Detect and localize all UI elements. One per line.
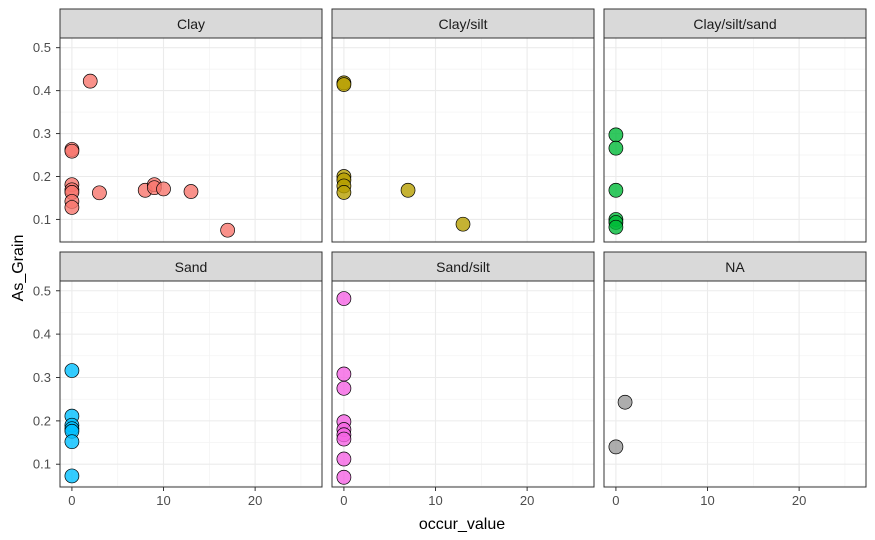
y-tick-label: 0.5 <box>33 283 51 298</box>
panel-border <box>603 37 867 243</box>
y-tick-label: 0.3 <box>33 370 51 385</box>
y-tick-label: 0.3 <box>33 126 51 141</box>
facet-panel-clay: Clay <box>59 8 323 243</box>
x-tick-label: 20 <box>248 493 262 508</box>
panel-background <box>604 38 866 242</box>
facet-strip <box>331 8 595 39</box>
data-point <box>400 182 416 198</box>
data-point <box>82 73 98 89</box>
x-tick-label: 10 <box>156 493 170 508</box>
facet-strip <box>603 251 867 282</box>
x-tick-label: 10 <box>428 493 442 508</box>
facet-strip-label: Sand/silt <box>436 259 490 275</box>
data-point <box>608 439 624 455</box>
x-axis-title: occur_value <box>419 516 505 533</box>
data-point <box>608 219 624 235</box>
data-point <box>64 468 80 484</box>
panel-background <box>332 281 594 487</box>
data-point <box>156 181 171 197</box>
data-point <box>64 200 80 215</box>
data-point <box>336 451 352 467</box>
y-tick-label: 0.1 <box>33 212 51 227</box>
data-point <box>336 469 352 485</box>
facet-strip-label: Clay/silt <box>438 16 487 32</box>
facet-strip <box>59 251 323 282</box>
panel-background <box>60 38 322 242</box>
data-point <box>220 222 235 238</box>
data-point <box>455 216 471 232</box>
data-point <box>608 140 624 156</box>
data-point <box>336 380 352 396</box>
data-point <box>183 184 199 199</box>
y-tick-label: 0.4 <box>33 327 51 342</box>
panel-border <box>59 280 323 488</box>
y-tick-label: 0.2 <box>33 413 51 428</box>
facet-panel-sand: Sand 0 10 20 <box>59 251 323 508</box>
data-point <box>336 366 352 382</box>
data-point <box>617 394 633 410</box>
y-tick-label: 0.1 <box>33 457 51 472</box>
panel-border <box>331 280 595 488</box>
y-axis-title: As_Grain <box>10 235 27 302</box>
x-tick-label: 0 <box>340 493 347 508</box>
facet-strip-label: NA <box>725 259 745 275</box>
facet-panel-sand-silt: Sand/silt 0 10 20 <box>331 251 595 508</box>
x-tick-label: 0 <box>68 493 75 508</box>
data-point <box>608 182 624 198</box>
data-point <box>336 77 352 92</box>
data-point <box>336 291 352 306</box>
y-tick-label: 0.2 <box>33 169 51 184</box>
panel-background <box>332 38 594 242</box>
y-tick-label: 0.5 <box>33 40 51 55</box>
x-tick-label: 0 <box>612 493 619 508</box>
data-point <box>92 185 107 201</box>
data-point <box>336 431 352 447</box>
x-tick-label: 20 <box>792 493 806 508</box>
panel-background <box>604 281 866 487</box>
x-tick-label: 20 <box>520 493 534 508</box>
facet-strip <box>331 251 595 282</box>
panel-border <box>603 280 867 488</box>
y-tick-label: 0.4 <box>33 83 51 98</box>
facet-panel-clay-silt: Clay/silt <box>331 8 595 243</box>
x-tick-label: 10 <box>700 493 714 508</box>
panel-border <box>331 37 595 243</box>
data-point <box>608 127 624 143</box>
facet-panel-clay-silt-sand: Clay/silt/sand <box>603 8 867 243</box>
data-point <box>64 143 80 159</box>
data-point <box>336 185 352 200</box>
facet-strip-label: Clay <box>177 16 205 32</box>
facet-panel-na: NA 0 10 20 <box>603 251 867 508</box>
facet-strip-label: Sand <box>175 259 208 275</box>
data-point <box>64 434 80 450</box>
facet-strip-label: Clay/silt/sand <box>693 16 776 32</box>
panel-background <box>60 281 322 487</box>
panel-border <box>59 37 323 243</box>
data-point <box>64 363 80 378</box>
facet-strip <box>59 8 323 39</box>
